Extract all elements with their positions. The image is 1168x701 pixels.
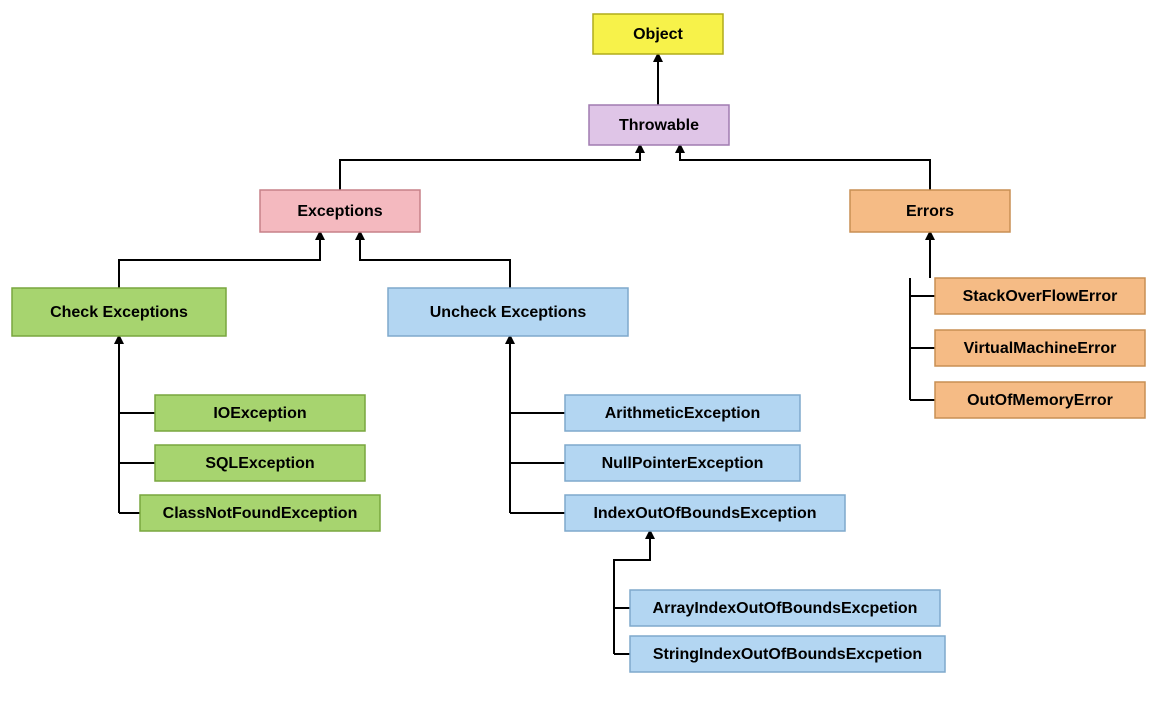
node-label: Throwable (619, 117, 699, 134)
edge (340, 145, 640, 190)
node-label: VirtualMachineError (964, 340, 1117, 357)
node-exc: Exceptions (260, 190, 420, 232)
node-sql: SQLException (155, 445, 365, 481)
node-str: StringIndexOutOfBoundsExcpetion (630, 636, 945, 672)
node-label: StringIndexOutOfBoundsExcpetion (653, 646, 922, 663)
node-oom: OutOfMemoryError (935, 382, 1145, 418)
node-npe: NullPointerException (565, 445, 800, 481)
node-label: ClassNotFoundException (163, 505, 358, 522)
node-label: ArithmeticException (605, 405, 761, 422)
node-label: Object (633, 26, 683, 43)
node-vme: VirtualMachineError (935, 330, 1145, 366)
node-sof: StackOverFlowError (935, 278, 1145, 314)
node-label: Check Exceptions (50, 304, 188, 321)
node-label: Exceptions (297, 203, 382, 220)
node-arith: ArithmeticException (565, 395, 800, 431)
nodes-layer: Object Throwable Exceptions Errors Check Exc… (12, 14, 1145, 672)
node-label: Uncheck Exceptions (430, 304, 587, 321)
node-label: IOException (213, 405, 306, 422)
node-label: OutOfMemoryError (967, 392, 1113, 409)
node-label: NullPointerException (602, 455, 764, 472)
node-label: StackOverFlowError (963, 288, 1118, 305)
node-label: IndexOutOfBoundsException (593, 505, 816, 522)
node-unchk: Uncheck Exceptions (388, 288, 628, 336)
node-io: IOException (155, 395, 365, 431)
node-throw: Throwable (589, 105, 729, 145)
node-ioob: IndexOutOfBoundsException (565, 495, 845, 531)
node-err: Errors (850, 190, 1010, 232)
node-object: Object (593, 14, 723, 54)
node-label: SQLException (205, 455, 314, 472)
node-arr: ArrayIndexOutOfBoundsExcpetion (630, 590, 940, 626)
edge (360, 232, 510, 288)
node-label: ArrayIndexOutOfBoundsExcpetion (653, 600, 918, 617)
node-cnf: ClassNotFoundException (140, 495, 380, 531)
edge (119, 232, 320, 288)
node-chk: Check Exceptions (12, 288, 226, 336)
edge (614, 531, 650, 590)
edge (680, 145, 930, 190)
edges-layer (119, 54, 935, 654)
node-label: Errors (906, 203, 954, 220)
